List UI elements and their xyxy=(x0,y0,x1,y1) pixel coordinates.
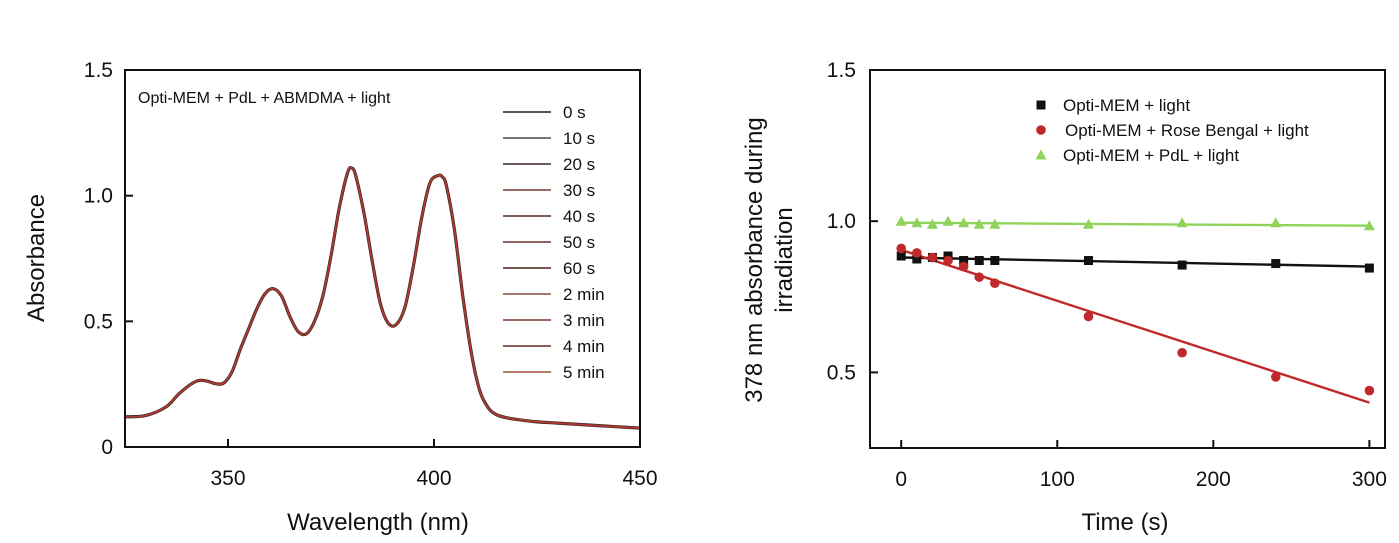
right-y-tick-label: 1.5 xyxy=(827,59,856,82)
triangle-series-point xyxy=(895,215,907,226)
circle-series-point xyxy=(958,261,969,272)
legend-marker-circle xyxy=(1036,125,1046,135)
right-y-axis-title-line-2: irradiation xyxy=(771,207,798,312)
legend-entry-label: 4 min xyxy=(563,337,605,356)
square-series-point xyxy=(1083,256,1093,266)
legend-entry-label: Opti-MEM + PdL + light xyxy=(1063,146,1239,165)
right-plot-frame xyxy=(869,69,1386,449)
triangle-series-point xyxy=(1176,217,1188,228)
right-y-tick-label: 1.0 xyxy=(827,210,856,233)
left-x-tick-label: 450 xyxy=(622,467,657,490)
square-series-point xyxy=(990,256,1000,266)
left-y-tick-label: 0.5 xyxy=(84,310,113,333)
left-x-axis-title: Wavelength (nm) xyxy=(287,509,469,536)
left-x-tick-label: 350 xyxy=(210,467,245,490)
square-series-point xyxy=(1364,263,1374,273)
triangle-series-point xyxy=(1363,220,1375,231)
legend-entry-label: 2 min xyxy=(563,285,605,304)
circle-series-point xyxy=(990,278,1000,288)
square-series-point xyxy=(1271,259,1281,269)
absorbance-spectrum-chart: 0 0.5 1.0 1.5 350 400 450 Opti-MEM + PdL + AB… xyxy=(23,59,658,536)
right-x-tick-label: 200 xyxy=(1196,468,1231,491)
right-x-tick-label: 0 xyxy=(895,468,907,491)
legend-entry-label: 40 s xyxy=(563,207,595,226)
circle-series-point xyxy=(912,248,922,258)
circle-series-point xyxy=(896,243,907,254)
left-plot-frame xyxy=(124,69,641,448)
left-x-axis: 350 400 450 xyxy=(210,439,658,490)
triangle-series-point xyxy=(958,217,970,228)
right-y-tick-label: 0.5 xyxy=(827,361,856,384)
legend-entry-label: Opti-MEM + light xyxy=(1063,96,1190,115)
left-y-tick-label: 0 xyxy=(101,436,113,459)
square-series-point xyxy=(1177,260,1187,270)
circle-series-point xyxy=(974,272,985,282)
legend-entry-label: 3 min xyxy=(563,311,605,330)
legend-entry-label: 30 s xyxy=(563,181,595,200)
fit-lines-layer xyxy=(900,221,1370,404)
triangle-series-point xyxy=(911,217,923,228)
spectrum-annotation: Opti-MEM + PdL + ABMDMA + light xyxy=(138,90,391,107)
triangle-series-fit-line xyxy=(901,221,1370,227)
right-y-axis-title: 378 nm absorbance during irradiation xyxy=(741,117,798,403)
triangle-series-point xyxy=(989,218,1001,229)
circle-series-point xyxy=(1364,385,1375,396)
legend-entry-label: 5 min xyxy=(563,363,605,382)
left-y-axis: 0 0.5 1.0 1.5 xyxy=(84,59,133,459)
square-series-point xyxy=(974,256,984,266)
circle-series-point xyxy=(927,252,938,263)
spectrum-line xyxy=(124,166,641,429)
legend-entry-label: 0 s xyxy=(563,103,586,122)
circle-series-point xyxy=(1177,347,1187,358)
left-x-tick-label: 400 xyxy=(416,467,451,490)
circle-series-point xyxy=(1083,311,1094,322)
spectrum-layer xyxy=(124,166,641,430)
legend-entry-label: 10 s xyxy=(563,129,595,148)
legend-entry-label: Opti-MEM + Rose Bengal + light xyxy=(1065,121,1309,140)
legend-entry-label: 60 s xyxy=(563,259,595,278)
right-x-tick-label: 300 xyxy=(1352,468,1387,491)
legend-entry-label: 50 s xyxy=(563,233,595,252)
circle-series-fit-line xyxy=(900,248,1370,404)
spectrum-legend: 0 s 10 s 20 s 30 s 40 s 50 s 60 s 2 min 3 min 4 m… xyxy=(503,103,605,382)
time-course-chart: 0.51.01.5 0 100 200 300 Opti-MEM + lightOpt… xyxy=(741,59,1387,536)
square-series-point xyxy=(912,254,922,264)
square-series-fit-line xyxy=(901,256,1370,268)
right-x-axis: 0 100 200 300 xyxy=(895,440,1387,491)
data-points-layer xyxy=(895,215,1375,396)
time-course-legend: Opti-MEM + light Opti-MEM + Rose Bengal +… xyxy=(1035,96,1309,165)
right-x-axis-title: Time (s) xyxy=(1081,509,1168,536)
left-y-tick-label: 1.5 xyxy=(84,59,113,82)
triangle-series-point xyxy=(973,218,985,229)
triangle-series-point xyxy=(942,215,954,226)
left-y-tick-label: 1.0 xyxy=(84,185,113,208)
triangle-series-point xyxy=(1082,218,1094,229)
circle-series-point xyxy=(943,255,953,266)
square-series-point xyxy=(959,256,969,266)
triangle-series-point xyxy=(1270,217,1282,228)
right-y-axis: 0.5 1.0 1.5 xyxy=(827,59,878,384)
triangle-series-point xyxy=(926,218,938,229)
square-series-point xyxy=(896,251,906,261)
right-y-axis-title-line-1: 378 nm absorbance during xyxy=(741,117,768,403)
left-y-axis-title: Absorbance xyxy=(23,194,50,322)
legend-marker-triangle xyxy=(1035,149,1047,160)
circle-series-point xyxy=(1270,372,1281,382)
right-x-tick-label: 100 xyxy=(1040,468,1075,491)
legend-entry-label: 20 s xyxy=(563,155,595,174)
legend-marker-square xyxy=(1036,100,1046,110)
